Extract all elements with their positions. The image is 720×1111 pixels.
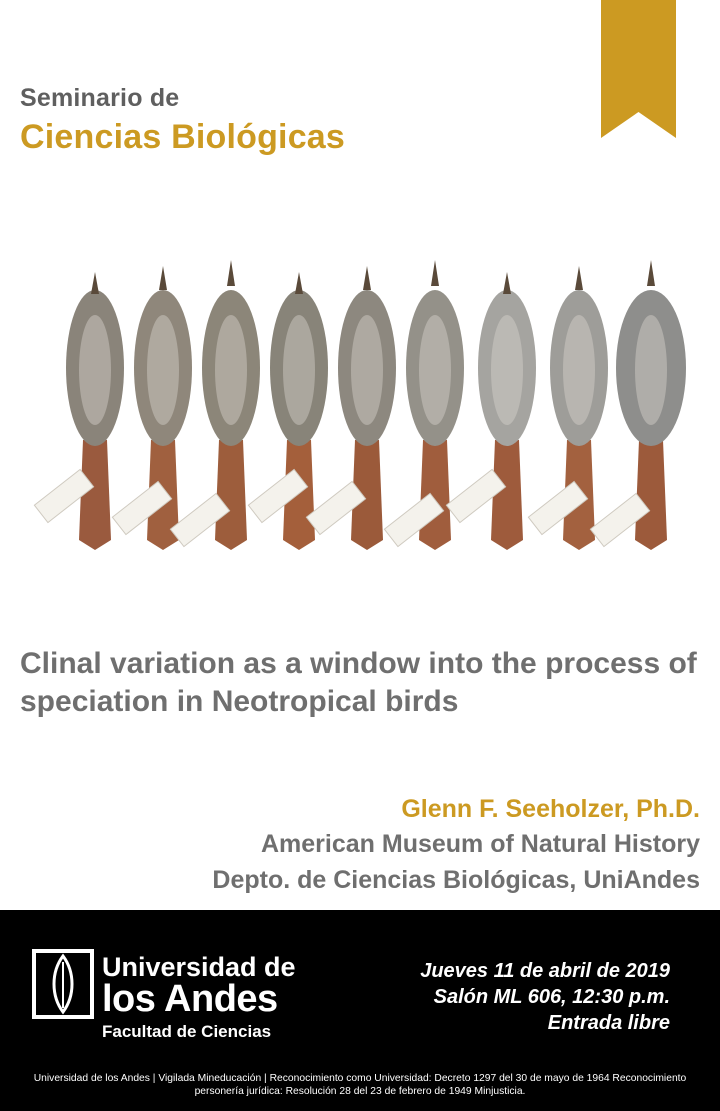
bird-specimen <box>33 272 124 550</box>
bookmark-ribbon-icon <box>601 0 676 138</box>
event-place: Salón ML 606, 12:30 p.m. <box>433 986 670 1008</box>
uniandes-logo-icon <box>31 948 95 1020</box>
university-name-line2: los Andes <box>102 978 278 1020</box>
event-date: Jueves 11 de abril de 2019 <box>420 960 670 982</box>
bird-specimen <box>589 260 686 550</box>
event-details: Jueves 11 de abril de 2019 Salón ML 606,… <box>420 958 670 1036</box>
bird-specimen <box>305 266 396 550</box>
talk-title: Clinal variation as a window into the pr… <box>20 647 697 718</box>
footer: Universidad de los Andes Facultad de Cie… <box>0 910 720 1111</box>
legal-notice: Universidad de los Andes | Vigilada Mine… <box>33 1073 687 1097</box>
event-entry: Entrada libre <box>547 1012 670 1034</box>
bird-specimens-photo <box>10 250 710 610</box>
series-title-line1: Seminario de <box>20 84 180 112</box>
bird-specimen <box>383 260 464 550</box>
series-title-line2: Ciencias Biológicas <box>20 118 346 156</box>
speaker-affiliation-1: American Museum of Natural History <box>261 830 700 858</box>
bird-specimen <box>169 260 260 550</box>
speaker-affiliation-2: Depto. de Ciencias Biológicas, UniAndes <box>212 866 700 894</box>
university-name-line1: Universidad de <box>102 952 296 982</box>
bird-specimen <box>111 266 192 550</box>
speaker-name: Glenn F. Seeholzer, Ph.D. <box>401 795 700 823</box>
bird-specimen <box>527 266 608 550</box>
bird-specimen <box>247 272 328 550</box>
bird-specimen <box>445 272 536 550</box>
faculty-name: Facultad de Ciencias <box>102 1022 272 1041</box>
